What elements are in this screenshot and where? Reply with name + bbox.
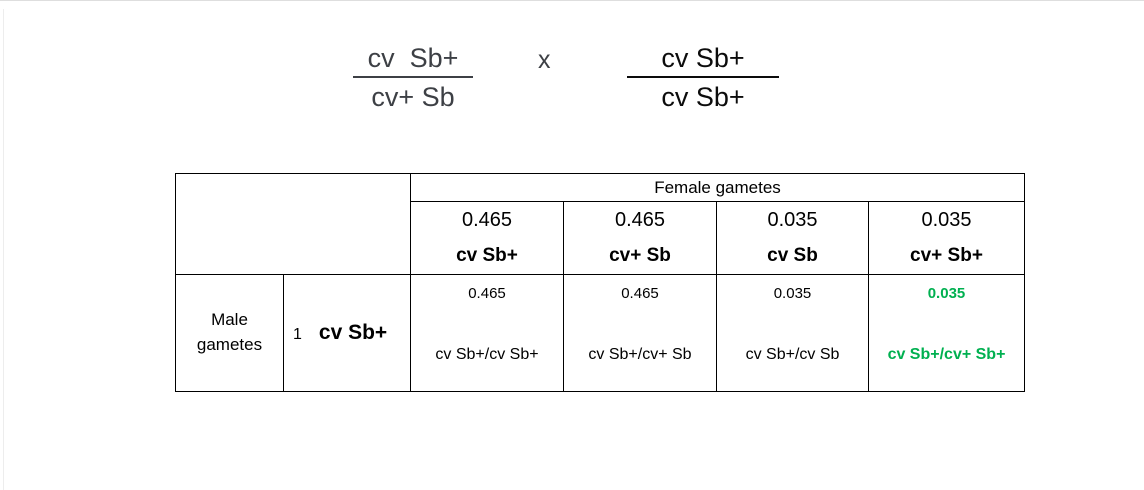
offspring-genotype: cv Sb+/cv+ Sb+ (887, 346, 1006, 363)
female-gamete-genotype: cv Sb (767, 245, 818, 266)
parent2-genotype-fraction: cv Sb+ cv Sb+ (627, 43, 779, 112)
female-gamete-col-1: 0.465 cv Sb+ (410, 201, 564, 275)
parent2-top-allele: cv Sb+ (627, 43, 779, 78)
offspring-cell-1: 0.465 cv Sb+/cv Sb+ (410, 274, 564, 392)
offspring-frequency: 0.035 (773, 285, 812, 302)
male-gamete-cell: 1 cv Sb+ (283, 274, 411, 392)
female-gamete-frequency: 0.465 (614, 209, 666, 231)
canvas-edge (3, 9, 4, 490)
female-gamete-genotype: cv+ Sb+ (910, 245, 983, 266)
offspring-cell-3: 0.035 cv Sb+/cv Sb (716, 274, 869, 392)
female-gamete-col-4: 0.035 cv+ Sb+ (868, 201, 1025, 275)
parent1-genotype-fraction: cv Sb+ cv+ Sb (353, 43, 473, 112)
female-gamete-genotype: cv+ Sb (609, 245, 671, 266)
male-gametes-label: Male gametes (175, 274, 284, 392)
corner-cell (175, 173, 411, 275)
female-gamete-frequency: 0.465 (461, 209, 513, 231)
male-gamete-frequency: 1 (293, 326, 302, 343)
parent1-top-allele: cv Sb+ (353, 43, 473, 78)
male-gamete-genotype: cv Sb+ (318, 321, 388, 344)
offspring-cell-2: 0.465 cv Sb+/cv+ Sb (563, 274, 717, 392)
female-gamete-col-3: 0.035 cv Sb (716, 201, 869, 275)
offspring-cell-4: 0.035 cv Sb+/cv+ Sb+ (868, 274, 1025, 392)
female-gamete-frequency: 0.035 (767, 209, 818, 231)
offspring-frequency: 0.465 (621, 285, 659, 302)
offspring-frequency: 0.035 (927, 285, 966, 302)
female-gamete-genotype: cv Sb+ (456, 245, 518, 266)
punnett-square: Female gametes 0.465 cv Sb+ 0.465 cv+ Sb… (175, 173, 1025, 392)
offspring-genotype: cv Sb+/cv Sb+ (435, 346, 539, 363)
female-gamete-frequency: 0.035 (921, 209, 972, 231)
male-gametes-label-line1: Male (211, 310, 248, 330)
punnett-table: Female gametes 0.465 cv Sb+ 0.465 cv+ Sb… (175, 173, 1025, 392)
offspring-genotype: cv Sb+/cv+ Sb (588, 346, 692, 363)
male-gametes-label-line2: gametes (196, 335, 263, 354)
offspring-frequency: 0.465 (468, 285, 506, 302)
female-gametes-header: Female gametes (410, 173, 1025, 202)
cross-operator: x (538, 46, 551, 74)
female-gamete-col-2: 0.465 cv+ Sb (563, 201, 717, 275)
parent2-bottom-allele: cv Sb+ (661, 82, 745, 112)
offspring-genotype: cv Sb+/cv Sb (745, 346, 840, 363)
parent1-bottom-allele: cv+ Sb (371, 82, 455, 112)
